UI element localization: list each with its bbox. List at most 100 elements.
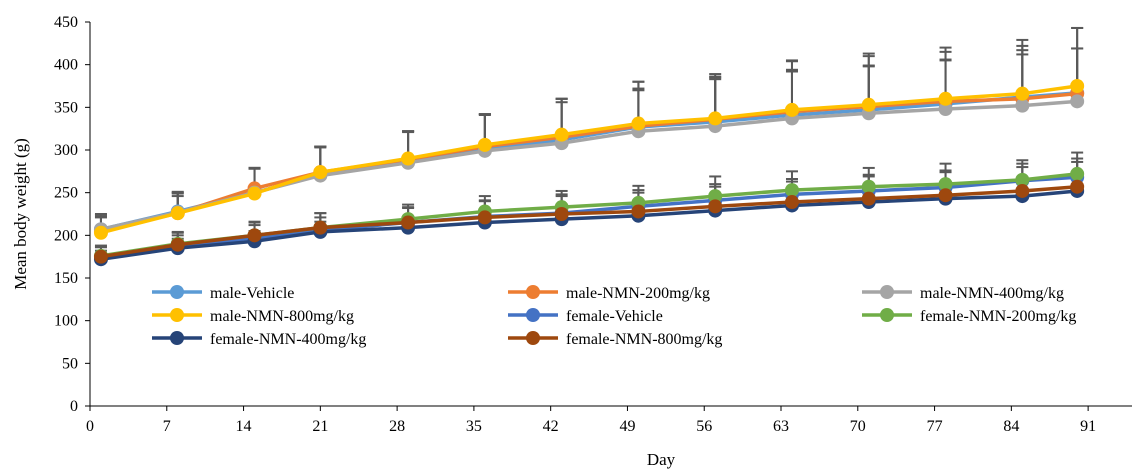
data-point [401, 151, 416, 166]
series-line [100, 189, 1078, 261]
x-tick-label: 0 [86, 418, 94, 435]
data-point [401, 215, 416, 230]
x-tick-label: 42 [543, 418, 559, 435]
x-tick-label: 49 [619, 418, 635, 435]
data-point [1015, 172, 1030, 187]
y-axis-title: Mean body weight (g) [11, 138, 30, 290]
legend-item: male-NMN-800mg/kg [152, 308, 354, 325]
legend-label: female-NMN-400mg/kg [210, 331, 366, 348]
data-point [938, 188, 953, 203]
x-tick-label: 84 [1003, 418, 1019, 435]
legend-label: female-NMN-800mg/kg [566, 331, 722, 348]
data-point [477, 137, 492, 152]
x-tick-label: 14 [236, 418, 252, 435]
legend-swatch-marker [526, 331, 540, 345]
y-tick-label: 400 [54, 57, 78, 74]
legend-label: female-Vehicle [566, 308, 663, 325]
series-line [100, 91, 1078, 232]
data-point [170, 206, 185, 221]
y-tick-label: 450 [54, 14, 78, 31]
x-tick-label: 28 [389, 418, 405, 435]
y-tick-label: 200 [54, 227, 78, 244]
x-axis-title: Day [647, 450, 676, 469]
y-tick-label: 100 [54, 313, 78, 330]
legend-label: male-NMN-200mg/kg [566, 285, 710, 302]
data-point [1015, 98, 1030, 113]
data-point [938, 91, 953, 106]
data-point [861, 179, 876, 194]
data-point [1070, 94, 1085, 109]
data-point [708, 189, 723, 204]
data-point [784, 102, 799, 117]
legend-item: male-Vehicle [152, 285, 294, 302]
data-point [93, 225, 108, 240]
series-2 [93, 94, 1085, 237]
series-line [100, 91, 1078, 233]
data-point [1070, 179, 1085, 194]
legend-label: male-NMN-800mg/kg [210, 308, 354, 325]
legend-item: male-NMN-200mg/kg [508, 285, 710, 302]
legend-label: male-Vehicle [210, 285, 294, 302]
y-tick-label: 350 [54, 99, 78, 116]
legend-swatch-marker [170, 331, 184, 345]
data-point [708, 199, 723, 214]
x-tick-label: 56 [696, 418, 712, 435]
legend-item: female-NMN-800mg/kg [508, 331, 722, 348]
legend-label: female-NMN-200mg/kg [920, 308, 1076, 325]
data-point [554, 127, 569, 142]
data-point [784, 195, 799, 210]
legend-swatch-marker [526, 285, 540, 299]
legend-item: female-Vehicle [508, 308, 663, 325]
data-point [313, 165, 328, 180]
series-line [100, 175, 1078, 260]
legend-item: female-NMN-200mg/kg [862, 308, 1076, 325]
data-point [861, 97, 876, 112]
y-tick-label: 250 [54, 185, 78, 202]
data-point [247, 186, 262, 201]
series-7 [93, 179, 1085, 264]
data-point [938, 177, 953, 192]
data-point [1015, 183, 1030, 198]
legend-swatch-marker [170, 285, 184, 299]
series-line [100, 84, 1078, 235]
axes: Mean body weight (g) Day 0 50 100 150 200 250… [11, 14, 1132, 469]
x-tick-label: 77 [927, 418, 943, 435]
legend-swatch-marker [170, 308, 184, 322]
legend-swatch-marker [880, 285, 894, 299]
data-point [631, 204, 646, 219]
x-tick-label: 70 [850, 418, 866, 435]
series-3 [93, 79, 1085, 240]
data-point [170, 237, 185, 252]
data-point [938, 102, 953, 117]
series-lines [93, 79, 1085, 267]
legend-item: female-NMN-400mg/kg [152, 331, 366, 348]
data-point [554, 207, 569, 221]
legend-label: male-NMN-400mg/kg [920, 285, 1064, 302]
legend-item: male-NMN-400mg/kg [862, 285, 1064, 302]
data-point [247, 228, 262, 243]
data-point [1070, 79, 1085, 93]
data-point [313, 220, 328, 235]
series-line [100, 184, 1078, 259]
legend-swatch-marker [880, 308, 894, 322]
error-bars [94, 26, 1084, 260]
data-point [708, 111, 723, 126]
x-tick-label: 91 [1080, 418, 1096, 435]
legend: male-Vehicle male-NMN-200mg/kg male-NMN-40… [152, 285, 1076, 348]
data-point [477, 210, 492, 225]
y-tick-label: 150 [54, 270, 78, 287]
y-tick-label: 50 [62, 355, 78, 372]
data-point [93, 249, 108, 264]
legend-swatch-marker [526, 308, 540, 322]
y-tick-label: 300 [54, 142, 78, 159]
data-point [631, 116, 646, 131]
data-point [1070, 166, 1085, 181]
x-tick-label: 63 [773, 418, 789, 435]
x-tick-label: 7 [163, 418, 171, 435]
x-tick-label: 21 [312, 418, 328, 435]
y-tick-label: 0 [70, 398, 78, 415]
data-point [1015, 86, 1030, 101]
data-point [784, 183, 799, 198]
